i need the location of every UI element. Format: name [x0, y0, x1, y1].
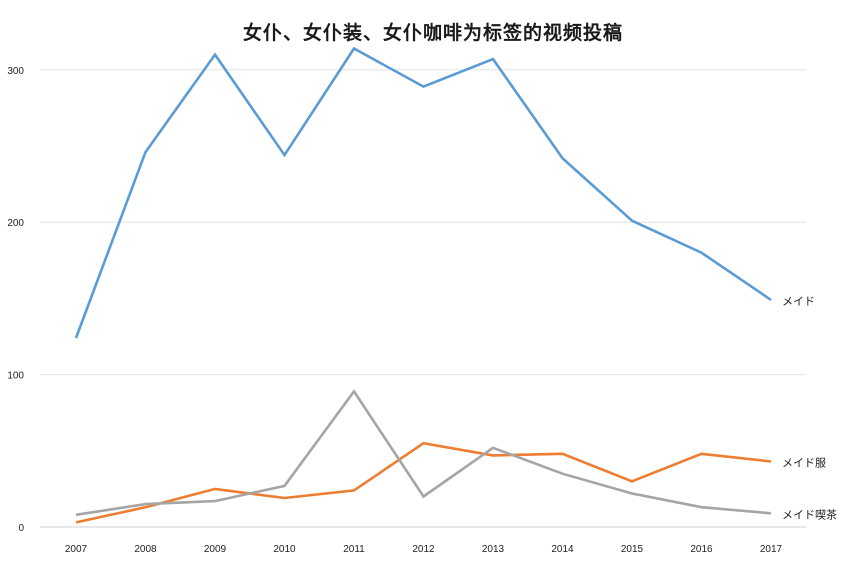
y-tick-label: 300 [7, 66, 24, 77]
y-tick-label: 200 [7, 218, 24, 229]
series-line-1 [75, 441, 772, 524]
series-lines [74, 46, 772, 524]
y-tick-label: 0 [18, 523, 24, 534]
x-tick-label: 2011 [343, 544, 365, 555]
gridlines [40, 69, 806, 528]
x-tick-label: 2007 [65, 544, 88, 555]
series-label-0: メイド [782, 295, 815, 308]
y-axis-ticks: 0 100 200 300 [7, 66, 24, 534]
series-line-2 [75, 389, 772, 517]
x-tick-label: 2017 [760, 544, 783, 555]
x-tick-label: 2009 [204, 544, 227, 555]
x-tick-label: 2010 [273, 544, 296, 555]
x-tick-label: 2013 [482, 544, 505, 555]
series-line-0 [74, 46, 772, 339]
x-tick-label: 2012 [412, 544, 435, 555]
chart-title: 女仆、女仆装、女仆咖啡为标签的视频投稿 [242, 22, 623, 44]
x-tick-label: 2014 [551, 544, 574, 555]
series-label-2: メイド喫茶 [782, 508, 837, 521]
series-label-1: メイド服 [782, 456, 826, 469]
x-tick-label: 2015 [621, 544, 644, 555]
x-tick-label: 2008 [134, 544, 157, 555]
y-tick-label: 100 [7, 371, 24, 382]
x-tick-label: 2016 [690, 544, 713, 555]
x-axis-ticks: 2007 2008 2009 2010 2011 2012 2013 2014 2015 2016… [65, 544, 783, 555]
